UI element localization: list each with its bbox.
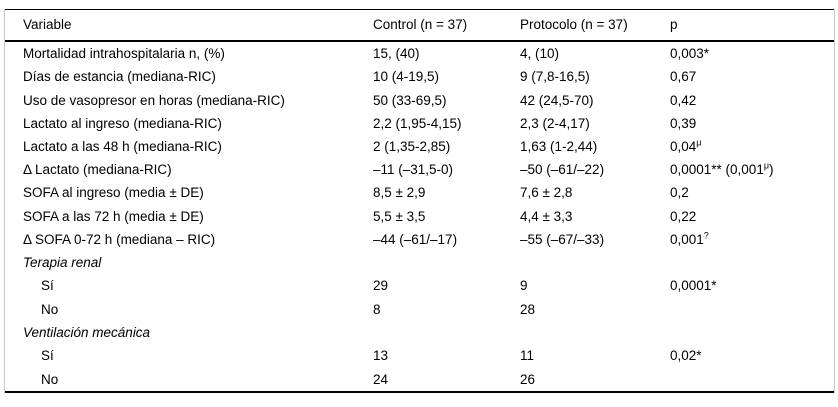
cell-p: 0,67: [670, 69, 697, 85]
table-row: Terapia renal: [5, 251, 834, 274]
cell-protocolo: 7,6 ± 2,8: [520, 185, 573, 201]
cell-protocolo: 1,63 (1-2,44): [520, 139, 598, 155]
table-row: Uso de vasopresor en horas (mediana-RIC)…: [5, 88, 834, 111]
cell-variable: Sí: [41, 348, 54, 363]
table-row: Lactato a las 48 h (mediana-RIC) 2 (1,35-…: [5, 135, 834, 158]
cell-control: 8: [373, 301, 381, 317]
cell-protocolo: 42 (24,5-70): [520, 92, 594, 108]
cell-protocolo: 28: [520, 301, 536, 317]
cell-control: 15, (40): [373, 45, 420, 61]
cell-variable: Δ Lactato (mediana-RIC): [23, 162, 172, 178]
cell-protocolo: 11: [520, 348, 535, 363]
cell-p: [670, 297, 834, 320]
cell-protocolo: 26: [520, 371, 536, 387]
cell-variable: Días de estancia (mediana-RIC): [23, 69, 216, 85]
cell-control: 13: [373, 348, 389, 363]
cell-protocolo: –55 (–67/–33): [520, 231, 605, 247]
cell-variable: Ventilación mecánica: [23, 324, 151, 340]
col-header-protocolo: Protocolo (n = 37): [520, 9, 670, 42]
cell-protocolo: 4, (10): [520, 45, 560, 61]
cell-control: 8,5 ± 2,9: [373, 185, 426, 201]
cell-variable: SOFA a las 72 h (media ± DE): [23, 208, 204, 224]
table-row: Días de estancia (mediana-RIC) 10 (4-19,5…: [5, 65, 834, 88]
table-row: Δ SOFA 0-72 h (mediana – RIC) –44 (–61/–1…: [5, 228, 834, 251]
cell-p: 0,003*: [670, 45, 710, 61]
col-header-p: p: [670, 9, 834, 42]
cell-control: [373, 321, 520, 344]
table-header-row: Variable Control (n = 37) Protocolo (n =…: [5, 9, 834, 42]
table-row: No 24 26: [5, 367, 834, 392]
cell-variable: Lactato a las 48 h (mediana-RIC): [23, 139, 222, 155]
table-row: Mortalidad intrahospitalaria n, (%) 15, (…: [5, 41, 834, 66]
table-row: Δ Lactato (mediana-RIC) –11 (–31,5-0) –50 …: [5, 158, 834, 181]
table-body: Mortalidad intrahospitalaria n, (%) 15, (…: [5, 41, 834, 393]
cell-p: [670, 321, 834, 344]
cell-control: 24: [373, 371, 389, 387]
cell-control: 2 (1,35-2,85): [373, 139, 451, 155]
cell-protocolo: –50 (–61/–22): [520, 162, 605, 178]
table-row: No 8 28: [5, 297, 834, 320]
cell-variable: SOFA al ingreso (media ± DE): [23, 185, 204, 201]
cell-control: 5,5 ± 3,5: [373, 208, 426, 224]
cell-p: 0,04μ: [670, 137, 702, 155]
results-table: Variable Control (n = 37) Protocolo (n =…: [5, 9, 834, 393]
cell-protocolo: 4,4 ± 3,3: [520, 208, 573, 224]
cell-variable: No: [41, 371, 59, 387]
cell-control: 50 (33-69,5): [373, 92, 447, 108]
cell-p: 0,42: [670, 92, 697, 108]
cell-variable: Δ SOFA 0-72 h (mediana – RIC): [23, 231, 216, 247]
cell-p: 0,001?: [670, 230, 709, 247]
table-row: Lactato al ingreso (mediana-RIC) 2,2 (1,9…: [5, 112, 834, 135]
cell-control: –44 (–61/–17): [373, 231, 458, 247]
cell-variable: Sí: [41, 278, 54, 294]
cell-control: 2,2 (1,95-4,15): [373, 115, 462, 131]
cell-p: 0,2: [670, 185, 689, 201]
cell-p: 0,0001** (0,001μ): [670, 160, 774, 178]
cell-control: –11 (–31,5-0): [373, 162, 454, 178]
table-row: SOFA al ingreso (media ± DE) 8,5 ± 2,9 7,6…: [5, 181, 834, 204]
cell-p: [670, 251, 834, 274]
cell-protocolo: 9: [520, 278, 528, 294]
table-row: Sí 13 11 0,02*: [5, 344, 834, 367]
cell-protocolo: [520, 251, 670, 274]
table-header: Variable Control (n = 37) Protocolo (n =…: [5, 9, 834, 42]
table-row: SOFA a las 72 h (media ± DE) 5,5 ± 3,5 4,4…: [5, 205, 834, 228]
col-header-control: Control (n = 37): [373, 9, 520, 42]
cell-protocolo: 2,3 (2-4,17): [520, 115, 590, 131]
cell-protocolo: 9 (7,8-16,5): [520, 69, 590, 85]
cell-variable: Mortalidad intrahospitalaria n, (%): [23, 45, 225, 61]
cell-variable: Uso de vasopresor en horas (mediana-RIC): [23, 92, 285, 108]
cell-p: 0,0001*: [670, 278, 717, 294]
col-header-variable: Variable: [5, 9, 373, 42]
cell-variable: No: [41, 301, 59, 317]
cell-protocolo: [520, 321, 670, 344]
table-row: Sí 29 9 0,0001*: [5, 274, 834, 297]
cell-variable: Lactato al ingreso (mediana-RIC): [23, 115, 222, 131]
cell-variable: Terapia renal: [23, 255, 102, 271]
cell-control: 10 (4-19,5): [373, 69, 440, 85]
cell-control: [373, 251, 520, 274]
cell-p: 0,39: [670, 115, 697, 131]
cell-p: [670, 367, 834, 392]
results-table-container: Variable Control (n = 37) Protocolo (n =…: [4, 9, 835, 393]
cell-p: 0,22: [670, 208, 697, 224]
cell-p: 0,02*: [670, 348, 702, 363]
table-row: Ventilación mecánica: [5, 321, 834, 344]
cell-control: 29: [373, 278, 389, 294]
